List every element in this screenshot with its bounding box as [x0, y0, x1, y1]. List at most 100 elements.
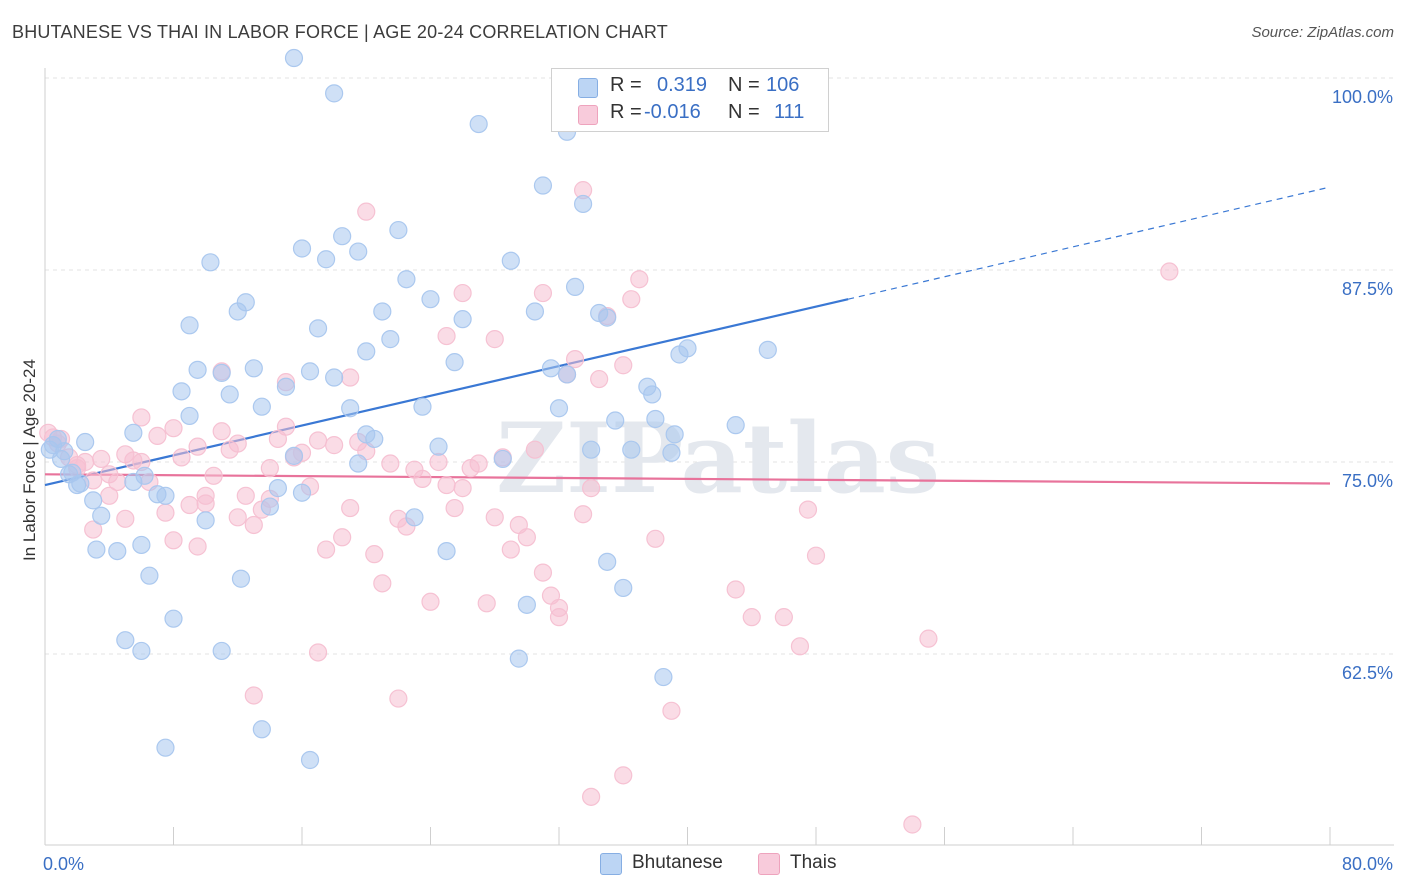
bhutanese-point — [662, 443, 681, 462]
thais-point — [316, 540, 336, 559]
bhutanese-point — [333, 227, 352, 246]
legend-row-thais: R = -0.016 N = 111 — [552, 101, 828, 127]
thais-point — [100, 486, 119, 505]
data-points — [39, 48, 1179, 834]
legend-label: Bhutanese — [632, 852, 723, 873]
n-value: 111 — [774, 101, 805, 123]
watermark: ZIPatlas — [496, 402, 940, 515]
bhutanese-point — [373, 302, 392, 321]
thais-point — [445, 498, 464, 518]
thais-point — [517, 528, 536, 547]
thais-point — [341, 498, 360, 518]
bhutanese-point — [252, 397, 271, 416]
bhutanese-point — [341, 399, 360, 418]
thais-point — [501, 540, 520, 559]
bhutanese-point — [252, 720, 271, 739]
bhutanese-point — [437, 541, 456, 561]
thais-point — [582, 787, 601, 806]
bhutanese-point — [557, 365, 577, 384]
y-axis-label: In Labor Force | Age 20-24 — [20, 359, 39, 561]
r-value: -0.016 — [644, 101, 701, 123]
bhutanese-point — [598, 308, 617, 327]
thais-point — [806, 546, 826, 565]
bhutanese-point — [164, 609, 183, 628]
thais-point — [308, 431, 328, 450]
thais-point — [236, 486, 255, 505]
bhutanese-point — [92, 506, 111, 525]
thais-point — [646, 529, 665, 548]
thais-point — [341, 368, 360, 387]
bhutanese-point — [260, 497, 279, 516]
y-tick-label: 87.5% — [1342, 279, 1393, 299]
thais-point — [533, 563, 553, 582]
legend-label: Thais — [790, 852, 837, 873]
bhutanese-point — [654, 667, 673, 687]
thais-point — [164, 531, 183, 550]
bhutanese-point — [284, 48, 304, 68]
thais-point — [132, 408, 151, 427]
bhutanese-point — [598, 552, 617, 571]
thais-point — [389, 689, 408, 708]
bhutanese-point — [606, 411, 625, 430]
bhutanese-point — [357, 342, 376, 361]
bhutanese-point — [758, 340, 777, 359]
thais-point — [919, 629, 938, 648]
bhutanese-point — [84, 491, 103, 510]
r-label: R = — [610, 101, 642, 123]
legend-row-bhutanese: R = 0.319 N = 106 — [552, 74, 828, 100]
thais-point — [116, 509, 135, 528]
tick-labels: 62.5% 75.0% 87.5% 100.0% 0.0% 80.0% — [43, 87, 1393, 874]
bhutanese-point — [349, 454, 368, 473]
thais-point — [903, 815, 922, 834]
y-tick-label: 100.0% — [1332, 87, 1393, 107]
bhutanese-point — [308, 319, 328, 338]
thais-point — [453, 283, 472, 303]
bhutanese-point — [236, 293, 255, 312]
thais-point — [622, 290, 641, 309]
thais-point — [774, 608, 793, 627]
thais-point — [429, 452, 448, 472]
thais-swatch — [758, 853, 780, 875]
thais-point — [726, 580, 745, 599]
bhutanese-point — [132, 641, 151, 661]
thais-point — [228, 434, 247, 453]
bhutanese-point — [517, 595, 536, 614]
bhutanese-point — [525, 302, 545, 321]
n-value: 106 — [766, 74, 800, 96]
thais-point — [116, 445, 135, 464]
thais-point — [196, 486, 215, 505]
bhutanese-point — [357, 425, 376, 444]
thais-point — [590, 369, 609, 389]
bhutanese-point — [665, 425, 684, 444]
bhutanese-point — [124, 423, 143, 442]
bhutanese-point — [132, 535, 151, 555]
bhutanese-point — [445, 353, 464, 372]
thais-point — [614, 356, 633, 375]
thais-point — [325, 436, 344, 455]
bhutanese-swatch — [600, 853, 622, 875]
bhutanese-point — [140, 566, 159, 585]
thais-point — [276, 417, 296, 436]
bhutanese-point — [493, 449, 512, 469]
bhutanese-point — [549, 399, 569, 418]
thais-point — [84, 520, 103, 539]
bhutanese-point — [76, 432, 95, 452]
thais-point — [156, 503, 175, 522]
bhutanese-point — [421, 290, 440, 309]
thais-point — [244, 515, 263, 535]
thais-point — [244, 686, 263, 705]
thais-point — [582, 479, 601, 498]
thais-point — [308, 643, 328, 662]
r-value: 0.319 — [657, 74, 708, 96]
thais-point — [798, 500, 818, 519]
bhutanese-point — [397, 270, 416, 289]
thais-point — [790, 637, 810, 656]
bhutanese-point — [244, 359, 263, 378]
thais-point — [188, 437, 207, 456]
bhutanese-point — [646, 409, 665, 429]
bhutanese-point — [389, 220, 408, 240]
bhutanese-point — [156, 486, 175, 505]
thais-point — [148, 426, 167, 445]
bhutanese-point — [71, 474, 90, 493]
